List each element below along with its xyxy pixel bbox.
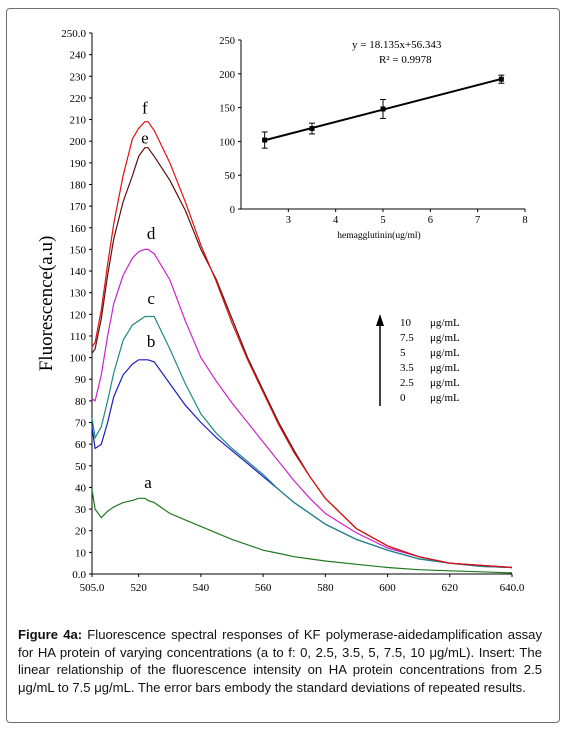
x-tick-label: 505.0: [80, 582, 105, 594]
x-tick-label: 520: [130, 582, 147, 594]
y-axis-label: Fluorescence(a.u): [36, 236, 57, 372]
legend-value: 2.5: [400, 377, 414, 389]
series-line-f: [91, 121, 513, 569]
legend-arrow-head: [376, 314, 384, 326]
figure-caption: Figure 4a: Fluorescence spectral respons…: [18, 626, 542, 696]
y-tick-label: 220: [70, 93, 87, 105]
x-tick-label: 580: [317, 582, 334, 594]
inset-calibration-chart: 0 50 100 150 200 250 3 4 5 6 7 8 hemagglutinin(ug/ml…: [219, 36, 527, 241]
y-tick-label: 70: [75, 418, 87, 430]
y-tick-label: 80: [75, 396, 87, 408]
caption-label: Figure 4a:: [18, 627, 83, 642]
series-label-f: f: [142, 98, 148, 117]
inset-r-squared: R² = 0.9978: [379, 54, 432, 66]
legend-value: 3.5: [400, 362, 414, 374]
figure-frame: [6, 8, 560, 723]
y-tick-label: 10: [75, 547, 87, 559]
y-tick-label: 210: [70, 115, 87, 127]
y-tick-label: 200: [70, 136, 87, 148]
figure-chart: 0.01020304050607080901001101201301401501…: [36, 28, 528, 594]
legend-value: 10: [400, 317, 412, 329]
inset-y-tick-label: 250: [219, 36, 235, 47]
legend-value: 0: [400, 392, 406, 404]
series-line-a: [91, 489, 513, 574]
inset-data-point: [498, 76, 504, 82]
x-tick-label: 600: [379, 582, 396, 594]
inset-x-tick-label: 8: [522, 215, 527, 226]
inset-equation: y = 18.135x+56.343: [352, 39, 442, 51]
inset-x-tick-label: 5: [380, 215, 385, 226]
y-tick-label: 230: [70, 71, 87, 83]
series-line-c: [91, 315, 513, 569]
inset-x-tick-label: 4: [333, 215, 339, 226]
inset-x-axis-label: hemagglutinin(ug/ml): [337, 230, 420, 241]
y-tick-label: 40: [75, 482, 87, 494]
y-tick-label: 190: [70, 158, 87, 170]
inset-x-tick-label: 7: [475, 215, 480, 226]
series-label-c: c: [147, 289, 155, 308]
y-tick-label: 150: [70, 244, 87, 256]
inset-data-point: [309, 126, 315, 132]
y-tick-label: 180: [70, 179, 87, 191]
y-tick-label: 90: [75, 374, 87, 386]
caption-text: Fluorescence spectral responses of KF po…: [18, 627, 542, 695]
y-tick-label: 240: [70, 50, 87, 62]
series-label-b: b: [147, 332, 156, 351]
y-tick-label: 0.0: [72, 569, 86, 581]
legend-value: 7.5: [400, 332, 414, 344]
legend-unit: μg/mL: [430, 332, 460, 344]
y-tick-label: 50: [75, 461, 87, 473]
x-tick-label: 620: [442, 582, 459, 594]
y-tick-label: 160: [70, 223, 87, 235]
series-label-a: a: [144, 473, 152, 492]
legend-value: 5: [400, 347, 406, 359]
y-tick-label: 130: [70, 288, 87, 300]
y-tick-label: 100: [70, 353, 87, 365]
x-tick-label: 560: [255, 582, 272, 594]
main-spectrum-chart: 0.01020304050607080901001101201301401501…: [36, 28, 525, 594]
inset-y-tick-label: 0: [230, 205, 235, 216]
legend-unit: μg/mL: [430, 317, 460, 329]
inset-y-tick-label: 50: [225, 171, 236, 182]
inset-y-tick-label: 150: [219, 104, 235, 115]
y-tick-label: 120: [70, 309, 87, 321]
legend-unit: μg/mL: [430, 377, 460, 389]
inset-y-tick-label: 200: [219, 70, 235, 81]
y-tick-label: 140: [70, 266, 87, 278]
x-tick-label: 640.0: [500, 582, 525, 594]
inset-data-point: [262, 137, 268, 143]
legend-unit: μg/mL: [430, 347, 460, 359]
inset-data-point: [380, 106, 386, 112]
inset-x-tick-label: 6: [428, 215, 433, 226]
legend-unit: μg/mL: [430, 362, 460, 374]
x-tick-label: 540: [193, 582, 210, 594]
y-tick-label: 170: [70, 201, 87, 213]
y-tick-label: 60: [75, 439, 87, 451]
y-tick-label: 110: [70, 331, 87, 343]
legend-unit: μg/mL: [430, 392, 460, 404]
y-tick-label: 20: [75, 526, 87, 538]
y-tick-label: 30: [75, 504, 87, 516]
series-label-d: d: [147, 224, 156, 243]
series-label-e: e: [141, 129, 149, 148]
inset-x-tick-label: 3: [286, 215, 291, 226]
inset-y-tick-label: 100: [219, 137, 235, 148]
y-tick-label: 250.0: [61, 28, 86, 40]
series-line-d: [91, 248, 513, 569]
